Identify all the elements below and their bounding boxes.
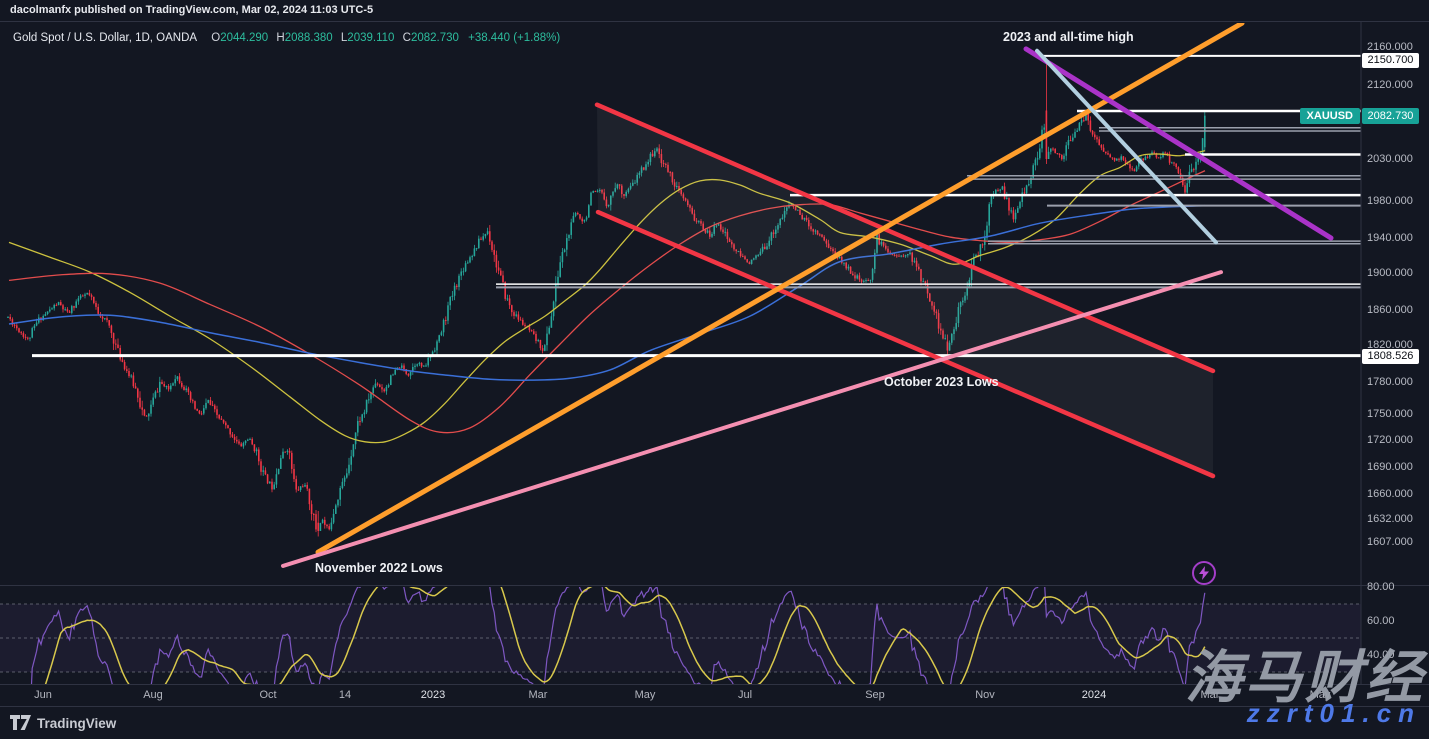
price-axis-tick: 2160.000 xyxy=(1367,41,1413,53)
time-axis-tick: Jun xyxy=(34,689,52,701)
price-axis-tick: 1780.000 xyxy=(1367,376,1413,388)
descending-trendline-lightblue[interactable] xyxy=(1035,48,1218,245)
publish-credit-text: dacolmanfx published on TradingView.com,… xyxy=(10,4,374,16)
price-axis-tick: 1632.000 xyxy=(1367,513,1413,525)
price-axis-tick: 1607.000 xyxy=(1367,536,1413,548)
close-label: C xyxy=(402,32,411,44)
open-label: O xyxy=(211,32,221,44)
tradingview-logo-icon[interactable] xyxy=(10,715,31,731)
low-label: L xyxy=(340,32,348,44)
time-axis-tick: Jul xyxy=(737,689,753,701)
price-axis-tick: 1720.000 xyxy=(1367,434,1413,446)
time-axis-tick: Mar xyxy=(1200,689,1220,701)
boost-lightning-button[interactable] xyxy=(1192,561,1216,585)
price-axis-tick: 1690.000 xyxy=(1367,461,1413,473)
rsi-line[interactable] xyxy=(12,560,1206,723)
annotation-all-time-high: 2023 and all-time high xyxy=(1003,30,1134,44)
price-axis-tick: 1940.000 xyxy=(1367,232,1413,244)
main-price-pane[interactable] xyxy=(7,23,1361,568)
current-price-label: 2082.730 xyxy=(1362,107,1419,124)
price-axis-tick: 2030.000 xyxy=(1367,153,1413,165)
chart-legend[interactable]: Gold Spot / U.S. Dollar, 1D, OANDA O2044… xyxy=(13,32,560,44)
price-level-label: 1808.526 xyxy=(1362,348,1419,364)
low-value: 2039.110 xyxy=(347,32,395,44)
close-value: 2082.730 xyxy=(410,32,459,44)
tradingview-brand-text[interactable]: TradingView xyxy=(37,715,117,731)
rsi-axis-tick: 40.00 xyxy=(1367,649,1395,661)
price-axis-tick: 1660.000 xyxy=(1367,488,1413,500)
high-label: H xyxy=(276,32,285,44)
annotation-november-2022-lows: November 2022 Lows xyxy=(315,561,443,575)
rsi-pane[interactable] xyxy=(0,560,1361,723)
watermark-site-url: zzrt01.cn xyxy=(1246,698,1421,728)
annotation-october-2023-lows: October 2023 Lows xyxy=(884,375,999,389)
time-axis-tick: May xyxy=(634,689,656,701)
ma-yellow[interactable] xyxy=(8,150,1206,444)
price-axis-tick: 1820.000 xyxy=(1367,339,1413,351)
rsi-ma-line[interactable] xyxy=(43,563,1206,706)
time-axis-tick: Mar xyxy=(528,689,548,701)
price-axis-tick: 1980.000 xyxy=(1367,195,1413,207)
watermark-chinese: 海马财经 xyxy=(1185,646,1425,710)
time-axis-tick: Sep xyxy=(865,689,885,701)
time-axis-tick: Nov xyxy=(975,689,995,701)
time-axis-tick: Aug xyxy=(143,689,163,701)
high-value: 2088.380 xyxy=(284,32,333,44)
price-axis-tick: 1750.000 xyxy=(1367,408,1413,420)
time-axis-tick: Oct xyxy=(259,689,277,701)
price-level-label: 2150.700 xyxy=(1362,52,1419,68)
open-value: 2044.290 xyxy=(220,32,269,44)
symbol-price-tag: XAUUSD xyxy=(1299,107,1360,124)
lightning-icon xyxy=(1199,566,1209,580)
moving-averages-layer xyxy=(8,150,1206,444)
ma-blue[interactable] xyxy=(8,204,1206,381)
descending-trendline-purple[interactable] xyxy=(1023,46,1334,241)
price-axis-tick: 1900.000 xyxy=(1367,267,1413,279)
descending-channel-red[interactable] xyxy=(594,102,1216,479)
time-axis-tick: 14 xyxy=(338,689,352,701)
ascending-trendline-orange[interactable] xyxy=(315,23,1245,555)
rsi-axis-tick: 80.00 xyxy=(1367,581,1395,593)
time-axis-tick: 2023 xyxy=(420,689,446,701)
price-axis-tick: 1860.000 xyxy=(1367,304,1413,316)
change-value: +38.440 (+1.88%) xyxy=(468,32,561,44)
symbol-title: Gold Spot / U.S. Dollar, 1D, OANDA xyxy=(13,32,198,44)
ascending-trendline-pink[interactable] xyxy=(281,270,1223,568)
time-axis-tick: 2024 xyxy=(1081,689,1107,701)
trendlines-layer xyxy=(281,23,1334,568)
price-axis-tick: 2120.000 xyxy=(1367,79,1413,91)
time-axis-tick: May xyxy=(1309,689,1331,701)
footer-bar: TradingView xyxy=(0,706,1429,739)
publish-credit-bar: dacolmanfx published on TradingView.com,… xyxy=(0,0,1429,22)
rsi-axis-tick: 60.00 xyxy=(1367,615,1395,627)
